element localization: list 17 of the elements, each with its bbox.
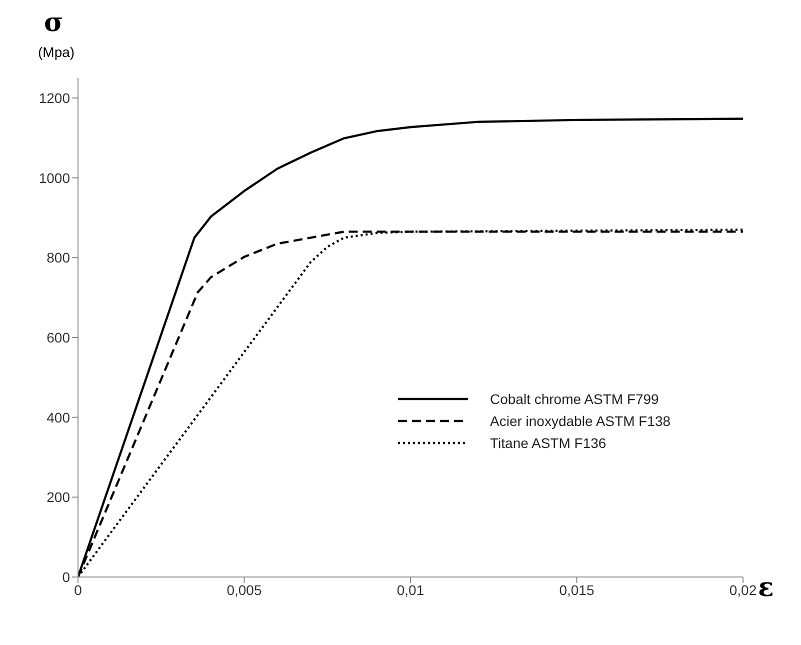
x-tick-label: 0,005: [226, 582, 262, 598]
y-tick-label: 1200: [38, 90, 70, 106]
x-tick-label: 0,01: [396, 582, 424, 598]
y-tick-label: 200: [46, 489, 70, 506]
legend-label: Cobalt chrome ASTM F799: [490, 391, 659, 407]
y-tick-label: 0: [62, 568, 70, 585]
legend-label: Acier inoxydable ASTM F138: [490, 413, 671, 429]
y-axis-title: σ (Mpa): [38, 8, 75, 60]
x-tick-label: 0: [74, 582, 82, 598]
y-tick-label: 600: [46, 329, 70, 346]
legend-label: Titane ASTM F136: [490, 435, 606, 451]
y-tick-label: 400: [46, 409, 70, 426]
y-tick-label: 1000: [38, 170, 70, 186]
y-tick-label: 800: [46, 250, 70, 266]
x-tick-label: 0,02: [729, 582, 757, 598]
x-tick-label: 0,015: [559, 582, 594, 598]
x-axis-title: ε: [758, 573, 774, 603]
